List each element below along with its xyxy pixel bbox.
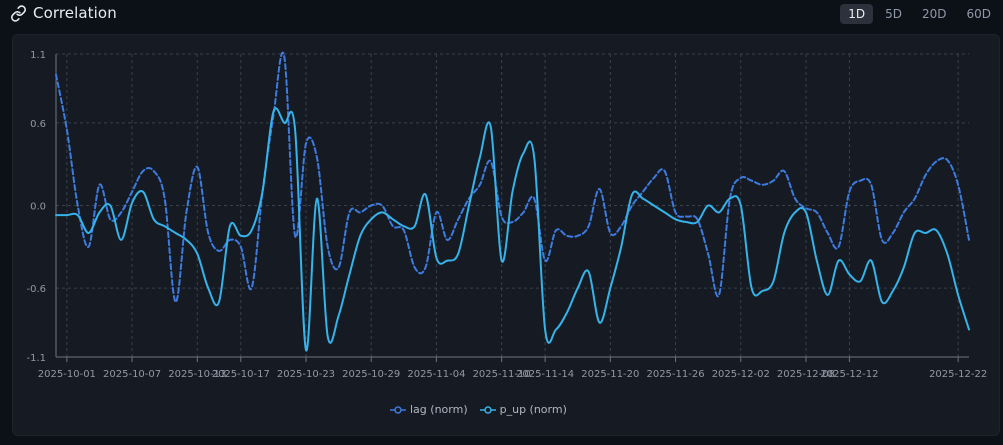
- legend-item-p-up[interactable]: p_up (norm): [479, 403, 567, 416]
- grid: [56, 53, 969, 358]
- chart-title: Correlation: [33, 4, 117, 22]
- timeframe-60d-button[interactable]: 60D: [966, 7, 991, 21]
- timeframe-1d-button[interactable]: 1D: [840, 4, 874, 24]
- timeframe-5d-button[interactable]: 5D: [885, 7, 902, 21]
- x-tick-label: 2025-10-13: [168, 369, 226, 380]
- x-tick-label: 2025-10-23: [277, 369, 335, 380]
- x-tick-label: 2025-12-02: [712, 369, 770, 380]
- series-line-p-up: [55, 107, 970, 352]
- x-tick-label: 2025-12-12: [820, 369, 878, 380]
- chart-panel: [12, 34, 1000, 436]
- y-tick-label: 0.0: [30, 202, 46, 213]
- x-tick-label: 2025-10-07: [103, 369, 161, 380]
- legend-marker-lag-icon: [390, 405, 406, 414]
- axes: 1.1 0.6 0.0 -0.6 -1.1 2025-10-01 2025-10-07 202…: [26, 50, 987, 380]
- legend-item-lag[interactable]: lag (norm): [390, 403, 468, 416]
- x-tick-label: 2025-10-01: [38, 369, 96, 380]
- x-tick-label: 2025-10-17: [212, 369, 270, 380]
- x-tick-label: 2025-11-26: [646, 369, 704, 380]
- chart-header: Correlation 1D 5D 20D 60D: [0, 0, 1003, 30]
- x-tick-label: 2025-10-29: [342, 369, 400, 380]
- timeframe-20d-button[interactable]: 20D: [921, 7, 947, 21]
- x-tick-label: 2025-12-22: [929, 369, 987, 380]
- link-icon: [10, 4, 27, 22]
- legend-label-lag: lag (norm): [410, 403, 468, 416]
- timeframe-selector: 1D 5D 20D 60D: [840, 4, 999, 24]
- x-tick-label: 2025-11-14: [516, 369, 574, 380]
- legend-marker-p-up-icon: [479, 405, 496, 414]
- y-tick-label: 1.1: [30, 50, 46, 61]
- legend-label-p-up: p_up (norm): [499, 403, 567, 416]
- y-tick-label: -0.6: [26, 284, 46, 295]
- chart-legend: lag (norm) p_up (norm): [390, 403, 567, 416]
- y-tick-label: -1.1: [26, 353, 46, 364]
- title-group: Correlation: [10, 4, 117, 22]
- x-tick-label: 2025-11-10: [473, 369, 531, 380]
- series: [55, 51, 970, 352]
- series-line-lag: [55, 51, 970, 303]
- y-tick-label: 0.6: [30, 119, 46, 130]
- x-tick-label: 2025-11-04: [407, 369, 465, 380]
- x-tick-label: 2025-11-20: [581, 369, 639, 380]
- x-tick-label: 2025-12-08: [777, 369, 835, 380]
